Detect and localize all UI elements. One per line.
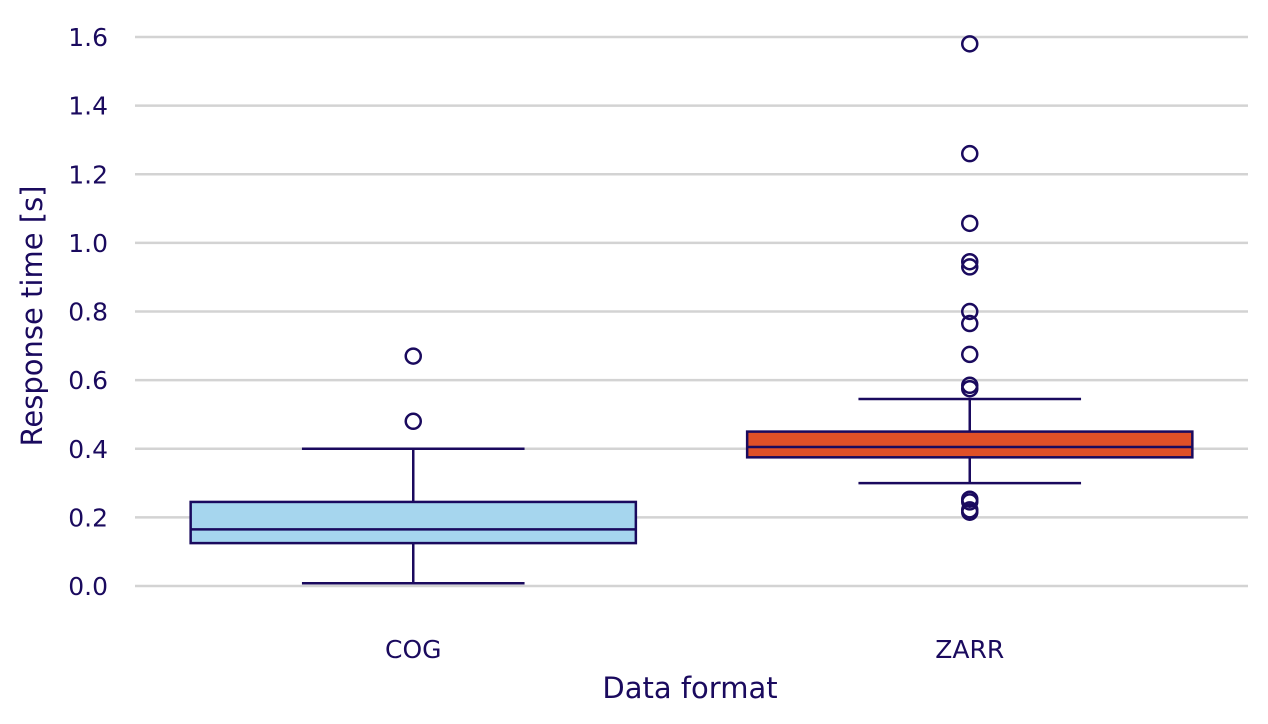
y-tick-label: 1.2 [68,160,108,189]
y-tick-label: 0.8 [68,298,108,327]
outlier-point [961,302,979,321]
outlier-point [404,347,422,365]
y-tick-label: 1.6 [68,23,108,52]
x-axis-title: Data format [602,671,777,705]
y-axis-title: Response time [s] [15,186,49,447]
outlier-point [961,35,979,53]
x-tick-label: ZARR [935,635,1004,664]
y-tick-label: 0.2 [68,503,108,532]
iqr-box [189,500,638,545]
y-tick-label: 1.0 [68,229,108,258]
box-zarr [745,35,1194,521]
outlier-point [404,412,422,431]
y-tick-label: 0.6 [68,366,108,395]
outlier-point [961,258,979,276]
box-cog [189,347,638,585]
outlier-point [961,214,979,233]
outlier-point [961,252,979,271]
outlier-point [961,490,979,508]
y-tick-label: 0.4 [68,435,108,464]
iqr-box [745,430,1194,459]
outlier-point [961,501,979,519]
x-axis-ticks: COG ZARR [385,635,1004,664]
y-axis-ticks: 0.0 0.2 0.4 0.6 0.8 1.0 1.2 1.4 1.6 [68,23,108,601]
y-tick-label: 1.4 [68,92,108,121]
y-tick-label: 0.0 [68,572,108,601]
x-tick-label: COG [385,635,442,664]
outlier-point [961,314,979,333]
outlier-point [961,144,979,163]
outlier-point [961,376,979,395]
outlier-point [961,345,979,364]
boxes [189,35,1194,585]
